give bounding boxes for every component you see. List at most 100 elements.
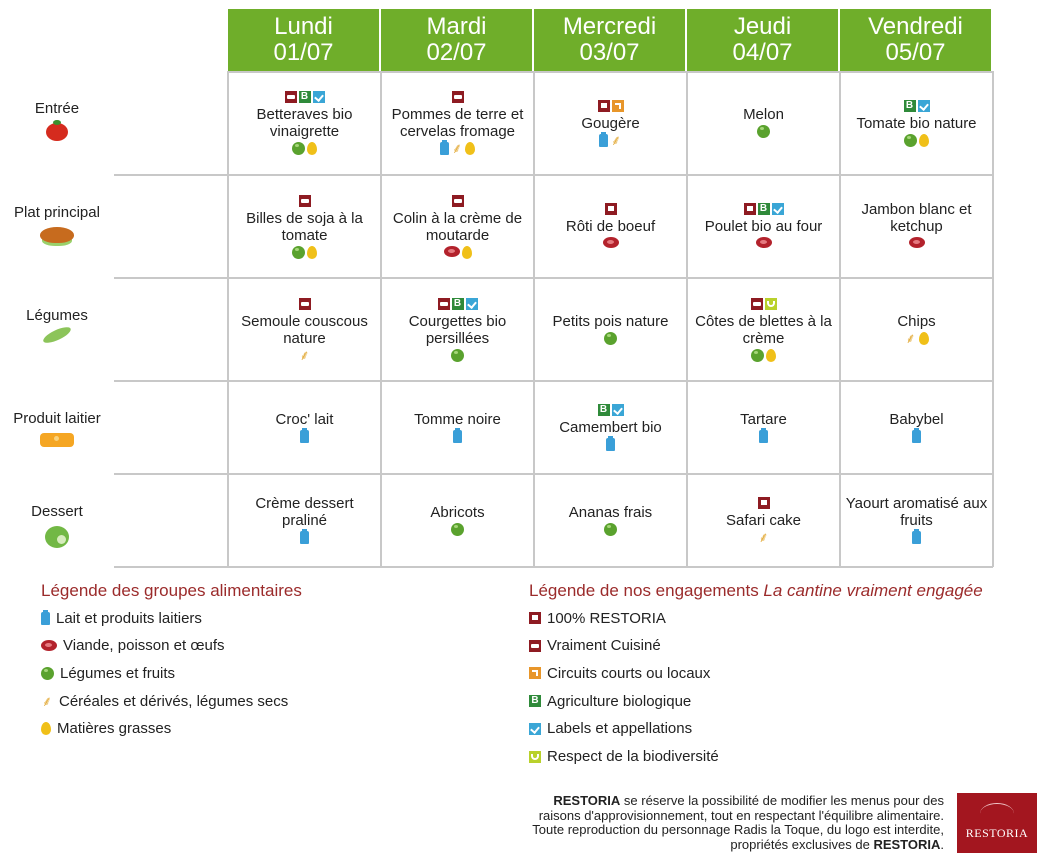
vraiment-cuisine-icon (451, 91, 464, 103)
column-divider (992, 71, 994, 567)
food-legend-item: ⸙ Céréales et dérivés, légumes secs (41, 692, 289, 710)
day-name: Lundi (274, 13, 333, 40)
notice-brand-2: RESTORIA (873, 836, 941, 852)
row-divider (114, 473, 993, 475)
menu-cell: Jambon blanc et ketchup (840, 175, 993, 278)
commit-legend-title-italic: La cantine vraiment engagée (763, 581, 983, 600)
commitment-badges (750, 297, 777, 311)
quality-label-icon (771, 203, 784, 215)
day-header: Vendredi 05/07 (840, 9, 993, 71)
food-group-icons: ⸙ (299, 346, 311, 363)
food-legend-item: Viande, poisson et œufs (41, 637, 224, 655)
food-group-icons (300, 427, 309, 443)
dish-name: Abricots (430, 503, 485, 521)
fat-drop-icon (919, 133, 929, 147)
meat-icon (602, 237, 619, 248)
row-divider (228, 71, 993, 73)
vegetable-fruit-icon (292, 245, 305, 259)
menu-cell: Croc' lait (228, 381, 381, 474)
commitment-badges (757, 497, 770, 510)
row-divider (114, 174, 993, 176)
dairy-bottle-icon (759, 427, 768, 443)
dish-name: Tartare (740, 410, 787, 428)
dairy-bottle-icon (599, 131, 608, 147)
food-group-icons: ⸙ (440, 140, 475, 155)
vraiment-cuisine-icon (529, 639, 541, 652)
commit-legend-label: Respect de la biodiversité (547, 748, 719, 765)
course-label: Produit laitier (0, 411, 114, 447)
food-group-icons (759, 427, 768, 443)
dish-name: Crème dessert praliné (255, 495, 354, 529)
restoria-100-icon (757, 497, 770, 509)
course-label-text: Plat principal (14, 204, 100, 221)
food-legend-item: Légumes et fruits (41, 664, 175, 682)
menu-cell: Tomme noire (381, 381, 534, 474)
vraiment-cuisine-icon (298, 194, 311, 207)
column-divider (227, 71, 229, 567)
day-header: Mercredi 03/07 (534, 9, 687, 71)
dish-name: Jambon blanc et ketchup (861, 201, 972, 235)
day-name: Vendredi (868, 13, 963, 40)
commit-legend-item: Respect de la biodiversité (529, 748, 719, 766)
menu-cell: B Tomate bio nature (840, 71, 993, 175)
fat-drop-icon (766, 348, 776, 362)
commitment-badges (298, 297, 311, 311)
food-legend-item: Lait et produits laitiers (41, 609, 202, 627)
course-label-text: Légumes (26, 307, 88, 324)
food-group-icons (912, 529, 921, 544)
course-label: Entrée (0, 101, 114, 141)
row-divider (114, 277, 993, 279)
menu-cell: Safari cake ⸙ (687, 474, 840, 567)
commit-legend-title-text: Légende de nos engagements (529, 581, 764, 600)
course-label: Dessert (0, 504, 114, 548)
day-date: 01/07 (273, 39, 334, 66)
row-divider (114, 380, 993, 382)
food-group-icons (300, 529, 309, 544)
dish-name: Gougère (581, 114, 640, 132)
course-label: Plat principal (0, 205, 114, 243)
organic-bio-icon: B (529, 695, 541, 708)
meat-icon (41, 640, 57, 652)
food-legend-label: Légumes et fruits (60, 664, 176, 682)
course-label-text: Produit laitier (13, 410, 101, 427)
legal-notice: RESTORIA se réserve la possibilité de mo… (470, 793, 944, 852)
vraiment-cuisine-icon (437, 297, 450, 310)
meat-icon (908, 237, 925, 248)
dish-name: Tomme noire (414, 410, 501, 428)
menu-cell: Crème dessert praliné (228, 474, 381, 567)
menu-cell: Colin à la crème de moutarde (381, 175, 534, 278)
dairy-bottle-icon (453, 427, 462, 443)
fat-drop-icon (307, 142, 317, 155)
dairy-bottle-icon (41, 609, 50, 625)
commit-legend-label: Vraiment Cuisiné (547, 637, 661, 655)
food-group-icons (604, 522, 617, 536)
vraiment-cuisine-icon (451, 194, 464, 207)
dish-name: Croc' lait (275, 410, 334, 428)
commit-legend-label: Agriculture biologique (547, 692, 692, 710)
commitment-badges (597, 99, 624, 113)
menu-cell: Petits pois nature (534, 278, 687, 381)
apple-icon (45, 526, 69, 548)
food-group-icons (453, 427, 462, 443)
restoria-100-icon (743, 203, 756, 215)
dish-name: Babybel (889, 410, 944, 428)
vegetable-fruit-icon (904, 133, 917, 147)
menu-cell: Billes de soja à la tomate (228, 175, 381, 278)
food-group-icons (602, 237, 619, 250)
dish-name: Ananas frais (568, 503, 653, 521)
vegetable-fruit-icon (604, 522, 617, 536)
menu-cell: Gougère ⸙ (534, 71, 687, 175)
fat-drop-icon (918, 331, 929, 345)
dish-name: Melon (743, 106, 784, 123)
cereal-wheat-icon: ⸙ (299, 346, 310, 363)
menu-cell: Chips ⸙ (840, 278, 993, 381)
day-header: Lundi 01/07 (228, 9, 381, 71)
menu-cell: Tartare (687, 381, 840, 474)
local-circuit-icon (529, 667, 541, 680)
commitment-badges: B (437, 297, 478, 311)
menu-cell: B Camembert bio (534, 381, 687, 474)
course-label-text: Entrée (34, 100, 80, 117)
dish-name: Semoule couscous nature (241, 312, 368, 347)
day-date: 05/07 (885, 39, 946, 66)
fat-drop-icon (307, 245, 317, 259)
